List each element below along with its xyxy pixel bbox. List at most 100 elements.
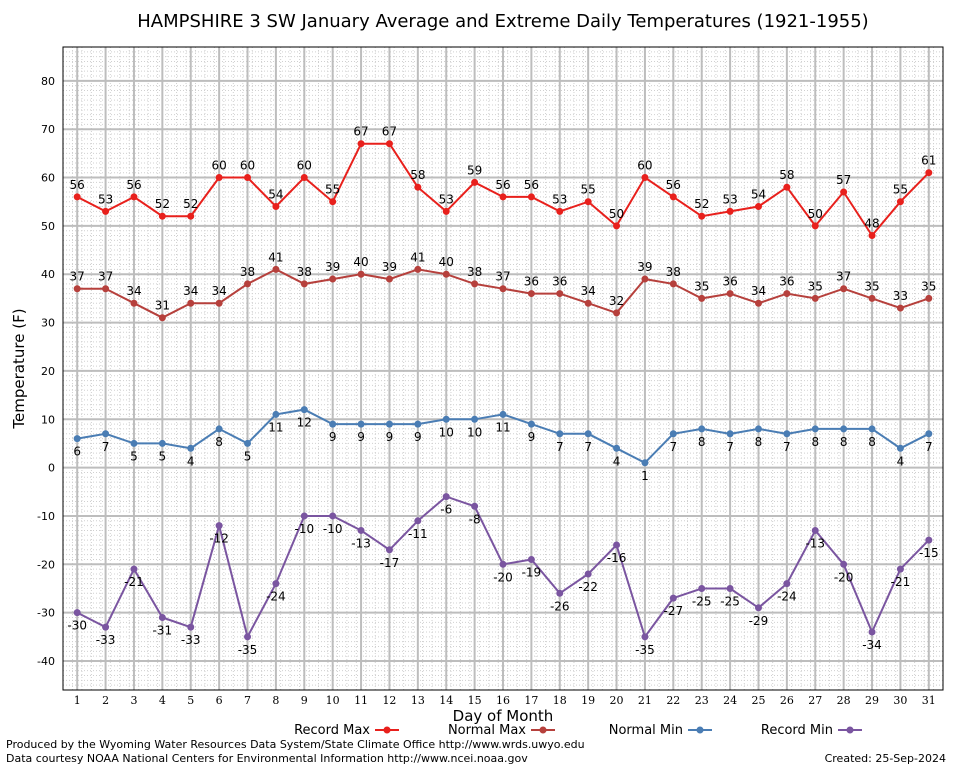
record-min-data-label: -11 [408,527,428,541]
record-min-data-label: -17 [380,556,400,570]
record-min-point [641,633,649,641]
record-max-point [414,183,422,191]
normal-max-data-label: 36 [779,275,794,289]
normal-min-point [868,425,876,433]
normal-max-data-label: 37 [70,270,85,284]
normal-min-point [499,410,507,418]
normal-max-point [329,275,337,283]
normal-max-data-label: 38 [240,265,255,279]
normal-min-data-label: 8 [215,435,223,449]
x-tick-label: 26 [780,694,794,707]
x-tick-label: 16 [496,694,510,707]
record-max-point [556,207,564,215]
normal-max-data-label: 32 [609,294,624,308]
record-min-data-label: -20 [834,570,854,584]
normal-max-point [669,280,677,288]
x-tick-label: 1 [74,694,81,707]
x-tick-label: 10 [326,694,340,707]
record-max-data-label: 60 [637,159,652,173]
record-min-point [896,565,904,573]
y-tick-label: 70 [41,123,55,136]
x-tick-label: 24 [723,694,737,707]
normal-max-point [385,275,393,283]
record-max-point [754,203,762,211]
normal-min-data-label: 4 [613,454,621,468]
normal-min-point [385,420,393,428]
legend-label-normal-min: Normal Min [609,723,683,738]
record-max-point [925,169,933,177]
record-max-point [300,174,308,182]
normal-min-point [556,430,564,438]
normal-min-data-label: 9 [357,430,365,444]
record-max-point [499,193,507,201]
record-min-data-label: -24 [266,590,286,604]
record-min-point [840,560,848,568]
record-max-point [158,212,166,220]
normal-min-data-label: 1 [641,469,649,483]
y-tick-label: 40 [41,268,55,281]
y-tick-label: 60 [41,172,55,185]
normal-min-point [754,425,762,433]
record-min-data-label: -24 [777,590,797,604]
record-min-point [754,604,762,612]
record-max-data-label: 60 [211,159,226,173]
record-min-point [215,522,223,530]
normal-min-data-label: 11 [495,420,510,434]
record-max-data-label: 52 [155,197,170,211]
minor-grid [63,46,943,691]
normal-max-data-label: 39 [382,260,397,274]
record-max-data-label: 54 [268,188,283,202]
record-max-point [840,188,848,196]
x-tick-label: 14 [439,694,453,707]
record-max-data-label: 48 [864,217,879,231]
normal-max-point [102,285,110,293]
record-max-data-label: 53 [722,192,737,206]
record-min-data-label: -16 [607,551,627,565]
record-min-point [442,493,450,501]
normal-min-point [613,444,621,452]
record-min-point [300,512,308,520]
normal-max-data-label: 37 [495,270,510,284]
normal-min-data-label: 7 [556,440,564,454]
record-max-point [357,140,365,148]
normal-min-point [471,415,479,423]
normal-max-point [641,275,649,283]
record-min-point [527,555,535,563]
normal-max-data-label: 39 [637,260,652,274]
record-min-data-label: -21 [124,575,144,589]
y-tick-label: -20 [37,558,55,571]
normal-min-data-label: 7 [584,440,592,454]
normal-min-point [811,425,819,433]
x-tick-label: 30 [893,694,907,707]
major-grid [63,47,943,690]
normal-max-data-label: 35 [864,279,879,293]
record-max-data-label: 56 [495,178,510,192]
normal-max-point [896,304,904,312]
record-min-data-label: -8 [469,512,481,526]
normal-min-data-label: 10 [467,425,482,439]
normal-max-data-label: 41 [268,250,283,264]
normal-max-data-label: 34 [751,284,766,298]
normal-max-data-label: 35 [694,279,709,293]
normal-min-point [669,430,677,438]
record-max-data-label: 56 [70,178,85,192]
normal-max-data-label: 36 [722,275,737,289]
normal-max-data-label: 38 [467,265,482,279]
normal-max-point [130,299,138,307]
normal-min-point [896,444,904,452]
legend-label-normal-max: Normal Max [448,723,526,738]
record-max-point [698,212,706,220]
record-min-point [158,613,166,621]
normal-min-data-label: 9 [329,430,337,444]
normal-min-data-label: 5 [159,449,167,463]
normal-max-data-label: 35 [921,279,936,293]
series-normal-min: 6 7 5 5 4 8 5 11 12 9 9 9 9 10 10 11 9 7 7 4 1 7 8 7 8 7 8 8 8 4 7 [73,406,933,483]
y-tick-label: 30 [41,317,55,330]
series-record-max: 56 53 56 52 52 60 60 54 60 55 67 67 58 53 59 56 56 53 55 50… [70,125,936,240]
normal-min-data-label: 8 [811,435,819,449]
record-min-data-label: -12 [209,532,229,546]
normal-min-data-label: 8 [868,435,876,449]
record-max-point [215,174,223,182]
record-max-data-label: 58 [410,168,425,182]
